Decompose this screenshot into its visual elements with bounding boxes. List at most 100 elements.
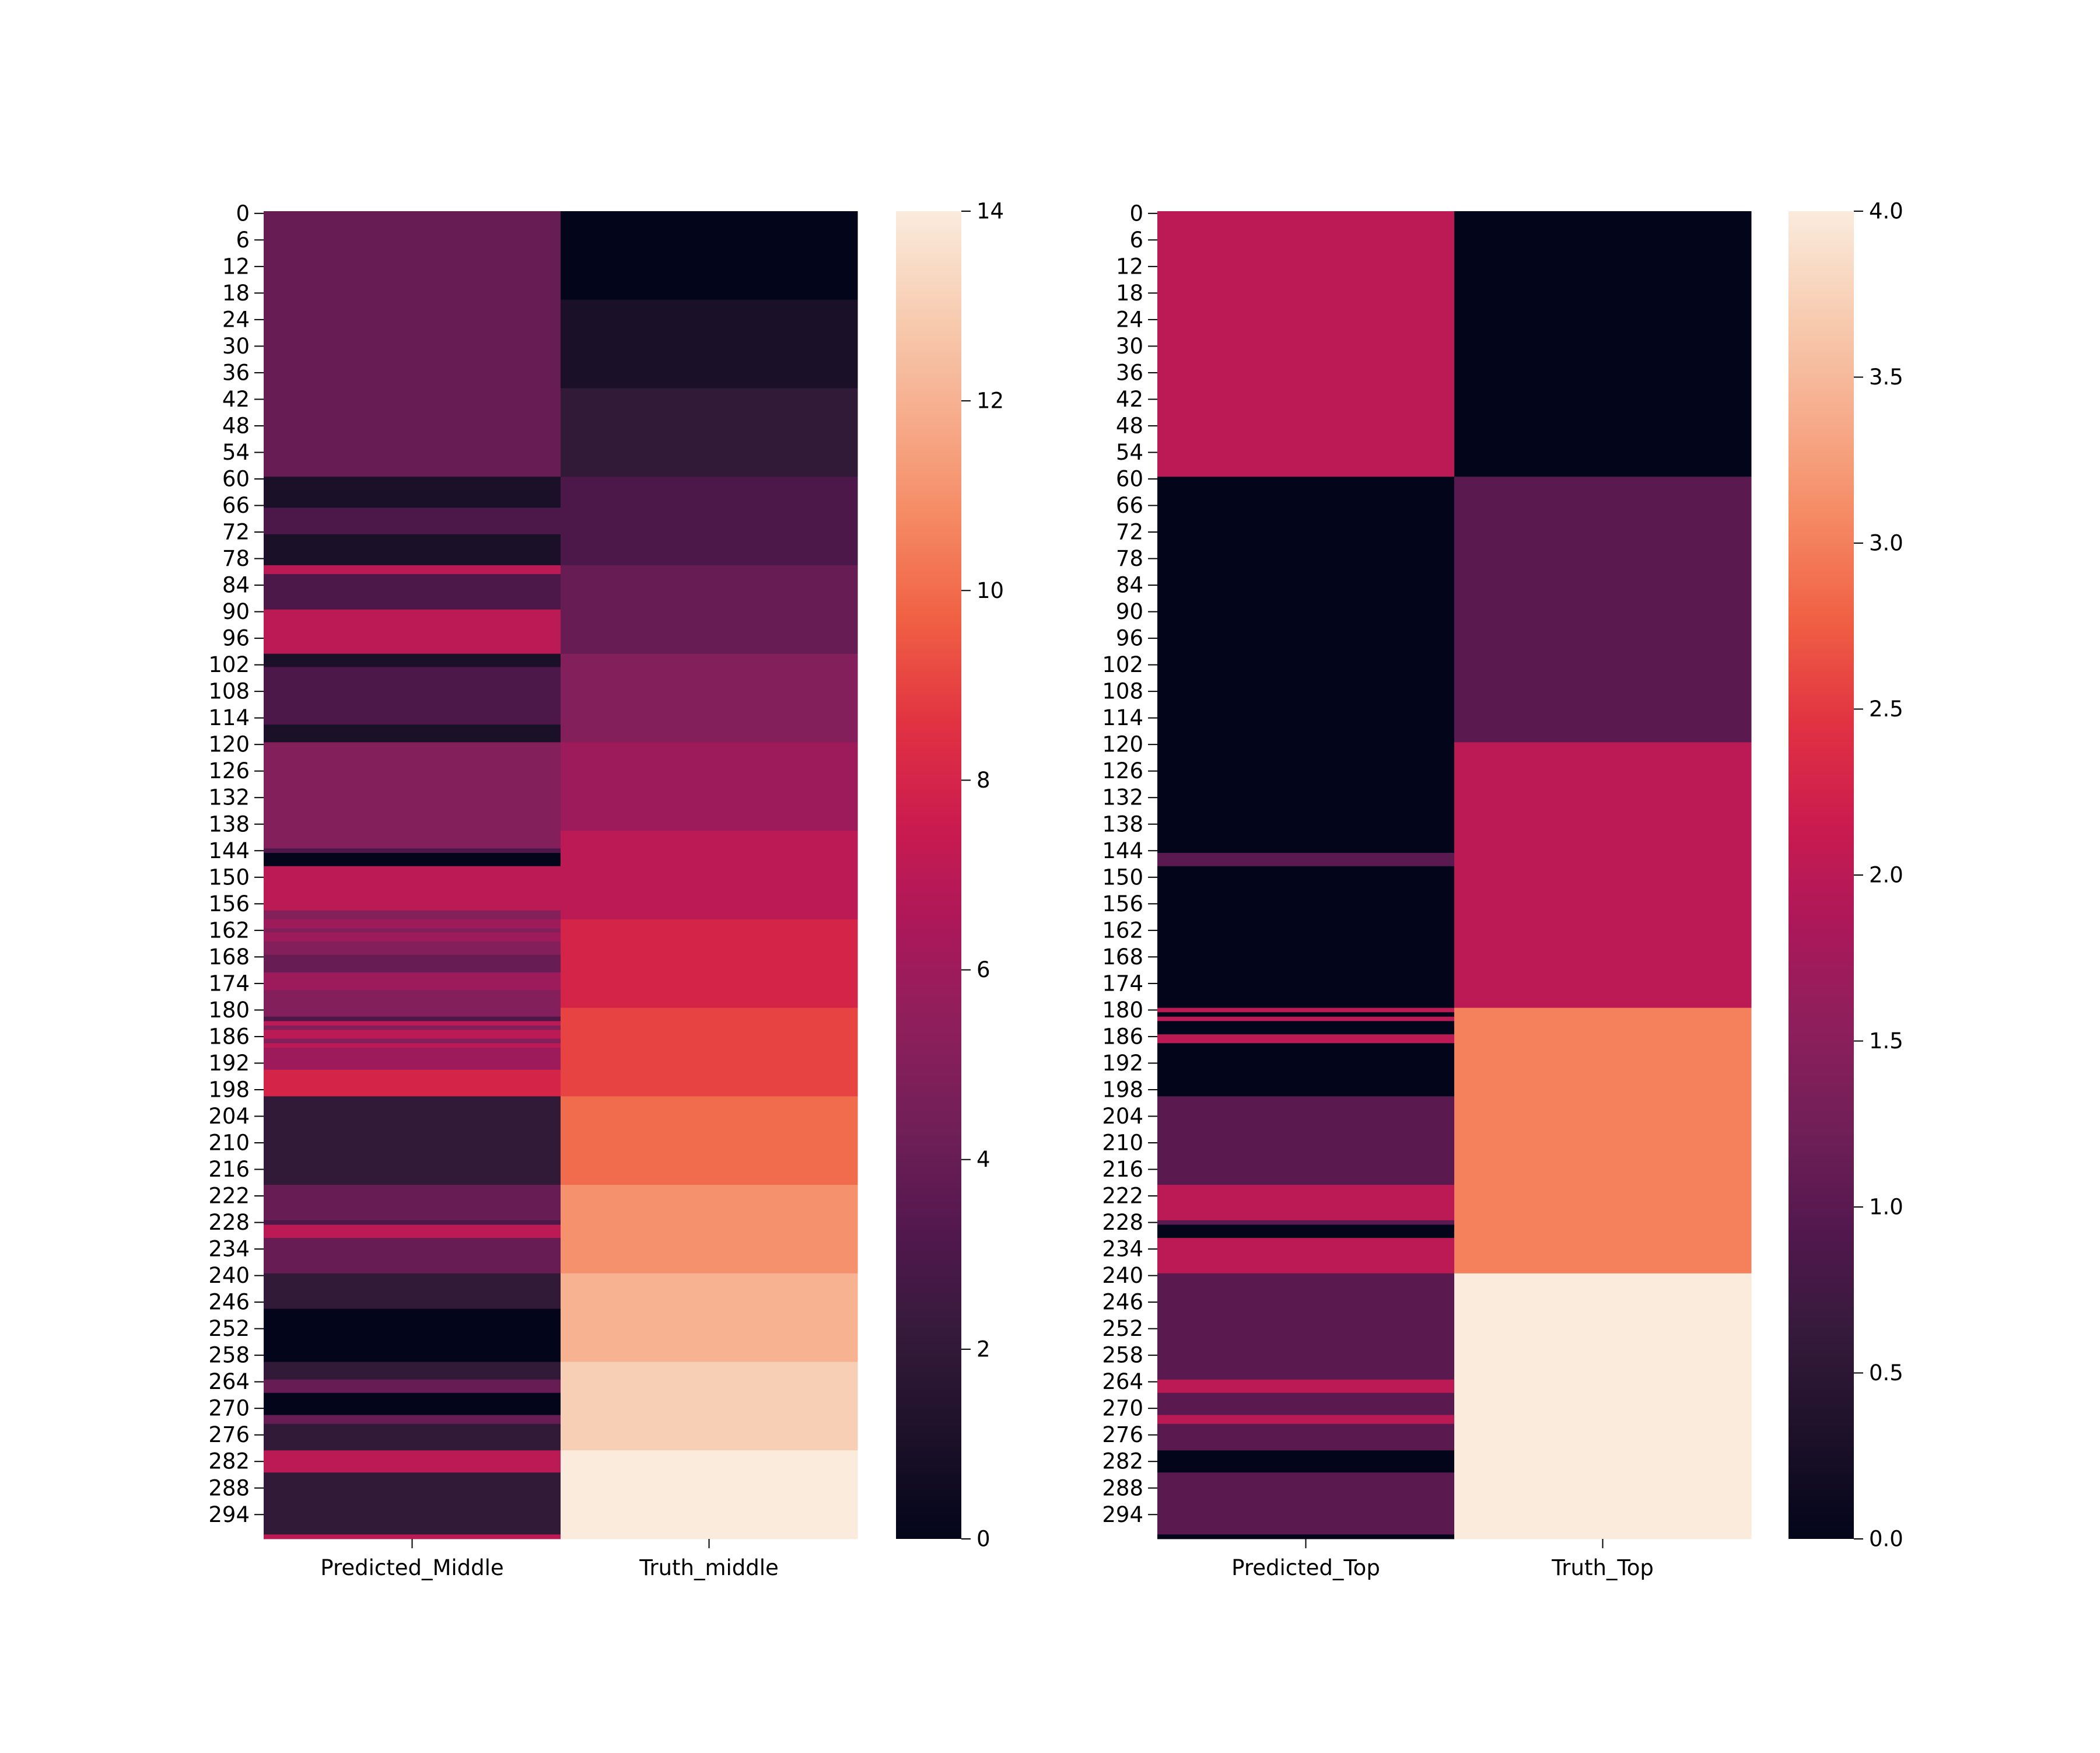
heatmap-cell <box>264 1415 561 1425</box>
heatmap-cell <box>264 919 561 929</box>
y-tick-label: 132 <box>1102 785 1143 810</box>
y-tick-label: 54 <box>222 440 250 465</box>
y-axis: 0612182430364248546066727884909610210811… <box>208 201 264 1527</box>
y-tick-label: 150 <box>1102 865 1143 890</box>
y-tick-label: 72 <box>222 520 250 545</box>
heatmap-cell <box>1454 1273 1752 1539</box>
heatmap-cell <box>264 853 561 867</box>
y-tick-label: 240 <box>208 1263 250 1288</box>
y-tick-label: 30 <box>222 334 250 359</box>
heatmap-cell <box>561 919 858 1008</box>
heatmap-cell <box>264 609 561 655</box>
y-tick-label: 114 <box>208 705 250 730</box>
y-tick-label: 12 <box>222 254 250 279</box>
heatmap-cell <box>561 1450 858 1539</box>
colorbar-tick-label: 8 <box>977 768 991 793</box>
y-tick-label: 36 <box>1116 360 1143 385</box>
y-tick-label: 186 <box>208 1024 250 1049</box>
heatmap-cell <box>561 831 858 920</box>
y-tick-label: 282 <box>1102 1449 1143 1474</box>
y-tick-label: 12 <box>1116 254 1143 279</box>
heatmap-cell <box>264 725 561 743</box>
heatmap-cell <box>1454 211 1752 477</box>
y-tick-label: 108 <box>208 679 250 704</box>
x-tick-label: Predicted_Middle <box>320 1555 503 1580</box>
heatmap-cell <box>264 1025 561 1030</box>
heatmap-cell <box>264 1238 561 1274</box>
heatmap-cell <box>1157 1224 1455 1238</box>
colorbar-tick-label: 12 <box>977 389 1004 414</box>
heatmap-cell <box>264 1273 561 1309</box>
y-tick-label: 228 <box>208 1210 250 1235</box>
y-tick-label: 294 <box>1102 1502 1143 1527</box>
y-tick-label: 66 <box>222 493 250 518</box>
y-tick-label: 180 <box>1102 998 1143 1023</box>
y-tick-label: 240 <box>1102 1263 1143 1288</box>
heatmap-cell <box>264 1047 561 1070</box>
heatmap-cell <box>264 565 561 575</box>
colorbar-tick-label: 14 <box>977 199 1004 224</box>
heatmap-cell <box>1157 1472 1455 1535</box>
x-tick-label: Truth_Top <box>1551 1555 1654 1580</box>
y-tick-label: 66 <box>1116 493 1143 518</box>
y-tick-label: 18 <box>1116 281 1143 306</box>
y-tick-label: 234 <box>1102 1237 1143 1262</box>
heatmap-cell <box>1157 1273 1455 1380</box>
y-tick-label: 60 <box>1116 466 1143 491</box>
y-tick-label: 258 <box>1102 1343 1143 1368</box>
y-tick-label: 252 <box>208 1316 250 1341</box>
y-tick-label: 90 <box>222 599 250 624</box>
heatmap-cell <box>1157 1392 1455 1415</box>
y-tick-label: 90 <box>1116 599 1143 624</box>
heatmap-cell <box>561 477 858 566</box>
heatmap-cell <box>561 653 858 743</box>
y-tick-label: 246 <box>208 1290 250 1315</box>
heatmap-cell <box>264 990 561 1017</box>
y-tick-label: 54 <box>1116 440 1143 465</box>
y-tick-label: 222 <box>1102 1184 1143 1209</box>
y-tick-label: 174 <box>208 971 250 996</box>
heatmap-cell <box>264 1224 561 1238</box>
heatmap-cell <box>264 1423 561 1451</box>
heatmap-cell <box>1157 477 1455 853</box>
heatmap-cell <box>1157 1379 1455 1394</box>
heatmap-cell <box>1157 1012 1455 1017</box>
heatmap-cell <box>264 667 561 725</box>
heatmap-cell <box>561 388 858 477</box>
heatmap-cell <box>1157 1021 1455 1035</box>
heatmap-cell <box>1157 1220 1455 1225</box>
colorbar-tick-label: 3.0 <box>1869 531 1903 556</box>
y-tick-label: 138 <box>208 811 250 837</box>
heatmap-cell <box>1157 1007 1455 1013</box>
heatmap-cell <box>264 742 561 849</box>
heatmap-cell <box>1157 1016 1455 1021</box>
y-tick-label: 276 <box>208 1422 250 1447</box>
heatmap-cell <box>264 1043 561 1048</box>
heatmap-cell <box>1157 1415 1455 1425</box>
y-tick-label: 30 <box>1116 334 1143 359</box>
y-tick-label: 252 <box>1102 1316 1143 1341</box>
y-tick-label: 6 <box>1129 228 1143 253</box>
heatmap-cell <box>1157 1185 1455 1221</box>
y-tick-label: 42 <box>1116 387 1143 412</box>
y-tick-label: 120 <box>208 732 250 757</box>
y-tick-label: 192 <box>208 1051 250 1076</box>
y-tick-label: 204 <box>1102 1104 1143 1129</box>
y-tick-label: 162 <box>1102 918 1143 943</box>
heatmap-cell <box>1157 866 1455 1008</box>
heatmap-cell <box>1157 1534 1455 1539</box>
y-tick-label: 276 <box>1102 1422 1143 1447</box>
y-tick-label: 6 <box>236 228 250 253</box>
heatmap-cell <box>561 1273 858 1362</box>
y-tick-label: 42 <box>222 387 250 412</box>
heatmap-cell <box>1157 1450 1455 1473</box>
colorbar-tick-label: 6 <box>977 957 991 982</box>
heatmap-cell <box>561 211 858 300</box>
y-tick-label: 84 <box>1116 573 1143 598</box>
y-tick-label: 120 <box>1102 732 1143 757</box>
y-tick-label: 162 <box>208 918 250 943</box>
y-tick-label: 78 <box>222 546 250 571</box>
y-tick-label: 144 <box>1102 838 1143 863</box>
heatmap-cell <box>1157 1096 1455 1185</box>
